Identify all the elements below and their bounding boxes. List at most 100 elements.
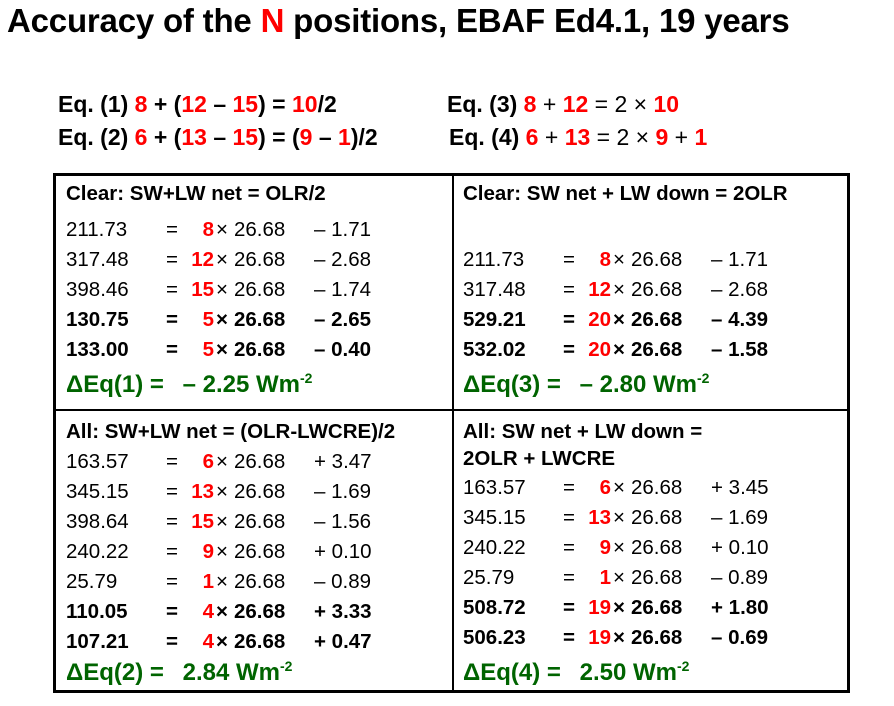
equals-sign: = (166, 540, 178, 563)
residual-value: – 4.39 (711, 308, 768, 331)
flux-value: 317.48 (463, 278, 526, 301)
equals-sign: = (166, 248, 178, 271)
equals-sign: = (563, 248, 575, 271)
equation-number: 6 (134, 124, 148, 150)
residual-value: + 0.47 (314, 630, 372, 653)
equation-label: Eq. (2) (58, 124, 129, 150)
factor-value: 26.68 (631, 338, 683, 361)
times-sign: × (613, 506, 625, 529)
factor-value: 26.68 (631, 566, 683, 589)
title-suffix: positions, EBAF Ed4.1, 19 years (293, 2, 790, 39)
equals-sign: = (563, 566, 575, 589)
times-sign: × (613, 248, 625, 271)
flux-value: 506.23 (463, 626, 526, 649)
residual-value: + 0.10 (314, 540, 372, 563)
n-position: 13 (191, 480, 214, 503)
equals-sign: = (166, 278, 178, 301)
times-sign: × (216, 480, 228, 503)
equals-sign: = (563, 596, 575, 619)
times-sign: × (216, 308, 228, 331)
flux-value: 529.21 (463, 308, 526, 331)
residual-value: – 2.68 (711, 278, 768, 301)
equation-operator: – (206, 91, 233, 117)
residual-value: – 0.89 (711, 566, 768, 589)
flux-value: 25.79 (66, 570, 118, 593)
equals-sign: = (166, 308, 178, 331)
n-position: 5 (202, 338, 214, 361)
quadrant-all-eq4: All: SW net + LW down = 2OLR + LWCRE 163.5… (463, 420, 843, 690)
factor-value: 26.68 (234, 540, 286, 563)
times-sign: × (613, 626, 625, 649)
flux-value: 398.46 (66, 278, 129, 301)
equation-label: Eq. (1) (58, 91, 129, 117)
n-position: 9 (599, 536, 611, 559)
equation-number: 9 (655, 124, 669, 150)
delta-result: ΔEq(1) = – 2.25 Wm-2 (66, 370, 312, 399)
times-sign: × (613, 596, 625, 619)
equation-number: 13 (181, 124, 207, 150)
equation-number: 12 (562, 91, 589, 117)
factor-value: 26.68 (234, 630, 286, 653)
residual-value: + 3.45 (711, 476, 769, 499)
residual-value: + 3.47 (314, 450, 372, 473)
equation-number: 9 (299, 124, 313, 150)
equation-number: 10 (291, 91, 318, 117)
equals-sign: = (563, 278, 575, 301)
residual-value: – 0.69 (711, 626, 768, 649)
times-sign: × (216, 278, 228, 301)
n-position: 1 (202, 570, 214, 593)
residual-value: + 1.80 (711, 596, 769, 619)
times-sign: × (613, 278, 625, 301)
equals-sign: = (166, 218, 178, 241)
residual-value: – 2.68 (314, 248, 371, 271)
flux-value: 211.73 (66, 218, 128, 241)
equals-sign: = (166, 450, 178, 473)
horizontal-divider (56, 409, 847, 411)
flux-value: 163.57 (463, 476, 526, 499)
equation-number: 6 (525, 124, 539, 150)
equation-label: Eq. (4) (449, 124, 520, 150)
flux-value: 163.57 (66, 450, 129, 473)
residual-value: + 3.33 (314, 600, 372, 623)
equals-sign: = (166, 630, 178, 653)
n-position: 4 (202, 600, 214, 623)
equation-2: Eq. (2) 6 + (13 – 15) = (9 – 1)/2 (58, 124, 378, 151)
equals-sign: = (166, 510, 178, 533)
factor-value: 26.68 (234, 450, 286, 473)
residual-value: – 0.89 (314, 570, 371, 593)
residual-value: + 0.10 (711, 536, 769, 559)
equation-number: 13 (564, 124, 591, 150)
title-prefix: Accuracy of the (7, 2, 252, 39)
n-position: 15 (191, 510, 214, 533)
flux-value: 532.02 (463, 338, 526, 361)
n-position: 4 (202, 630, 214, 653)
flux-value: 211.73 (463, 248, 525, 271)
equation-number: 12 (181, 91, 207, 117)
times-sign: × (216, 248, 228, 271)
residual-value: – 1.71 (711, 248, 768, 271)
times-sign: × (613, 566, 625, 589)
equation-operator: ) = ( (258, 124, 300, 150)
n-position: 13 (588, 506, 611, 529)
equation-number: 10 (653, 91, 680, 117)
flux-value: 345.15 (463, 506, 526, 529)
flux-value: 240.22 (66, 540, 129, 563)
n-position: 20 (588, 338, 611, 361)
n-position: 19 (588, 626, 611, 649)
times-sign: × (216, 600, 228, 623)
delta-value: 2.50 Wm (579, 659, 677, 686)
title-highlight: N (260, 2, 285, 39)
equals-sign: = (563, 626, 575, 649)
delta-value: – 2.25 Wm (182, 371, 300, 398)
equation-1: Eq. (1) 8 + (12 – 15) = 10/2 (58, 91, 337, 118)
times-sign: × (216, 540, 228, 563)
delta-exponent: -2 (279, 658, 293, 674)
times-sign: × (216, 218, 228, 241)
equals-sign: = (166, 570, 178, 593)
delta-exponent: -2 (676, 658, 690, 674)
n-position: 12 (191, 248, 214, 271)
equation-operator: + (538, 124, 565, 150)
times-sign: × (613, 308, 625, 331)
flux-value: 25.79 (463, 566, 515, 589)
equation-4: Eq. (4) 6 + 13 = 2 × 9 + 1 (449, 124, 707, 151)
